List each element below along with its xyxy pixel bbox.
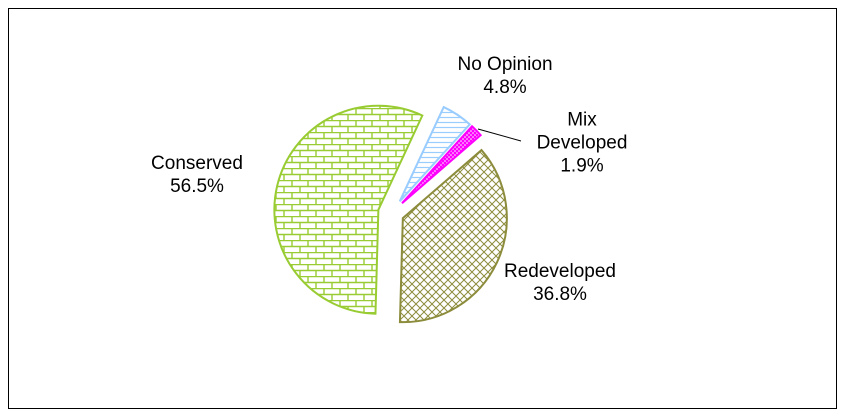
pie-slice (398, 148, 508, 324)
data-label: Conserved 56.5% (137, 152, 257, 198)
data-label: Redeveloped 36.8% (490, 260, 630, 306)
data-label: Mix Developed 1.9% (532, 109, 632, 178)
pie-slice (401, 124, 483, 204)
leader-line (477, 128, 522, 142)
chart-frame (8, 8, 837, 409)
data-label: No Opinion 4.8% (445, 53, 565, 99)
slice-category: No Opinion (457, 54, 553, 75)
slice-value: 56.5% (170, 176, 224, 197)
pie-slice (273, 104, 424, 315)
slice-category: Mix Developed (536, 109, 628, 154)
slice-category: Conserved (151, 153, 243, 174)
slice-value: 36.8% (533, 284, 587, 305)
slice-value: 1.9% (560, 155, 604, 177)
pie-slice (398, 105, 472, 203)
slice-value: 4.8% (483, 77, 527, 98)
slice-category: Redeveloped (504, 261, 616, 282)
